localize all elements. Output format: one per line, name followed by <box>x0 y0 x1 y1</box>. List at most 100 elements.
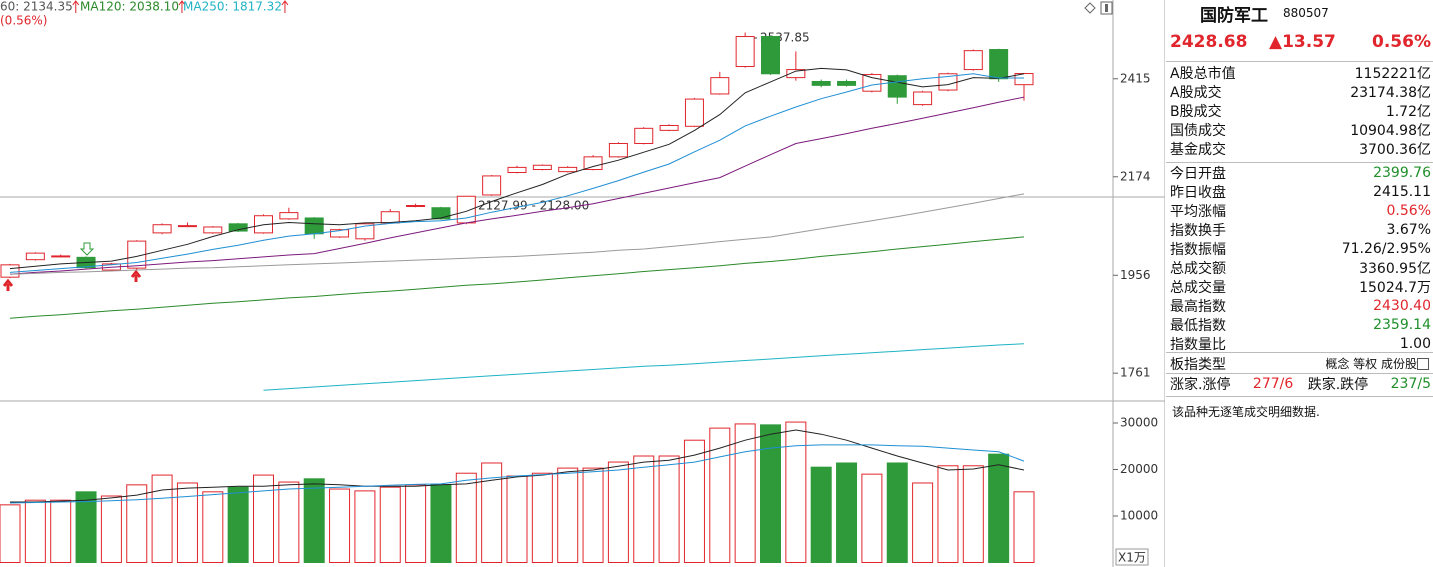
quote-label: 最低指数 <box>1170 317 1226 334</box>
candle-body <box>659 124 679 131</box>
volume-bar <box>151 474 173 564</box>
toolbar-icon[interactable] <box>1084 2 1096 14</box>
volume-bar <box>379 486 401 563</box>
quote-value: 2359.14 <box>1373 316 1431 333</box>
note: 该品种无逐笔成交明细数据. <box>1172 405 1320 419</box>
quote-value: 1152221亿 <box>1354 65 1431 82</box>
candle-body <box>989 49 1009 80</box>
toolbar-icon <box>1105 4 1108 12</box>
ma-line <box>9 193 1025 275</box>
quote-label: 国债成交 <box>1170 122 1226 139</box>
y-tick-label: 2174 <box>1120 169 1151 183</box>
candle-body <box>355 223 375 240</box>
change-pct: 0.56% <box>1372 32 1431 52</box>
quote-value: 2415.11 <box>1373 183 1431 200</box>
volume-bar <box>455 472 477 563</box>
unit-box <box>1115 548 1149 566</box>
y-tick-label: 1956 <box>1120 268 1151 282</box>
quote-panel: 国防军工 880507 2428.68 ▲13.57 0.56% A股总市值 1152221… <box>1166 0 1433 567</box>
quote-label: 总成交量 <box>1170 279 1226 296</box>
quote-row: 基金成交 3700.36亿 <box>1170 139 1431 158</box>
volume-bar <box>354 490 376 563</box>
breadth-label: 跌家.跌停 <box>1307 376 1369 393</box>
quote-label: 指数换手 <box>1170 222 1226 239</box>
volume-bar <box>962 465 984 564</box>
candle-body <box>583 156 603 171</box>
volume-bar <box>734 423 756 563</box>
candle-body <box>608 143 628 158</box>
separator <box>1166 373 1433 374</box>
quote-row: 总成交量 15024.7万 <box>1170 277 1431 296</box>
volume-bar <box>810 466 832 563</box>
volume-bar <box>0 504 21 564</box>
y-tick-label: 1761 <box>1120 366 1151 380</box>
index-name: 国防军工 <box>1200 6 1268 26</box>
separator <box>1166 396 1433 397</box>
candle-body <box>482 175 502 196</box>
volume-bar <box>227 486 249 563</box>
ma-line <box>9 236 1025 319</box>
volume-bar <box>658 455 680 563</box>
quote-row: 今日开盘 2399.76 <box>1170 163 1431 182</box>
candle-body <box>507 166 527 173</box>
ma-line <box>9 67 1025 270</box>
breadth-value: 237/5 <box>1390 375 1431 392</box>
breadth-label: 涨家.涨停 <box>1170 376 1231 393</box>
candle-body <box>710 77 730 95</box>
volume-bar <box>886 462 908 563</box>
quote-value: 23174.38亿 <box>1350 84 1431 101</box>
quote-label: 平均涨幅 <box>1170 203 1226 220</box>
y-tick-label: 30000 <box>1120 415 1158 429</box>
quote-row: 指数振幅 71.26/2.95% <box>1170 239 1431 258</box>
quote-row: A股总市值 1152221亿 <box>1170 63 1431 82</box>
quote-value: 10904.98亿 <box>1350 122 1431 139</box>
volume-bar <box>912 482 934 564</box>
volume-bar <box>50 499 72 564</box>
quote-row: 总成交额 3360.95亿 <box>1170 258 1431 277</box>
breadth-value: 277/6 <box>1252 375 1294 392</box>
candle-body <box>811 80 831 86</box>
quote-label: 指数振幅 <box>1170 241 1226 258</box>
volume-bar <box>100 495 122 564</box>
candle-body <box>761 36 780 75</box>
quote-value: 3360.95亿 <box>1359 260 1431 277</box>
quote-row: B股成交 1.72亿 <box>1170 101 1431 120</box>
candle-body <box>786 69 806 79</box>
quote-row: A股成交 23174.38亿 <box>1170 82 1431 101</box>
toolbar-icon[interactable] <box>1100 1 1113 15</box>
volume-bar <box>303 478 325 563</box>
candle-body <box>558 166 578 173</box>
candle-body <box>330 229 350 238</box>
ma-line <box>263 343 1025 391</box>
quote-label: 板指类型 <box>1170 356 1226 373</box>
legend-entry: MA250: 1817.32 <box>183 0 282 14</box>
volume-bar <box>24 499 46 564</box>
quote-row: 国债成交 10904.98亿 <box>1170 120 1431 139</box>
candle-body <box>684 98 704 127</box>
icon <box>1417 358 1429 370</box>
quote-value: 1.72亿 <box>1385 103 1431 120</box>
change-label: (0.56%) <box>0 14 47 28</box>
volume-bar <box>506 475 528 564</box>
quote-value: 71.26/2.95% <box>1341 240 1431 257</box>
signal-arrow <box>130 269 142 282</box>
candle-body <box>735 36 755 68</box>
volume-bar <box>785 421 807 564</box>
candle-body <box>913 91 933 106</box>
volume-bar <box>582 467 604 564</box>
quote-value: 15024.7万 <box>1359 279 1431 296</box>
volume-bar <box>202 491 224 563</box>
candle-body <box>152 224 172 234</box>
quote-row: 指数换手 3.67% <box>1170 220 1431 239</box>
separator <box>1166 352 1433 353</box>
volume-bar <box>278 481 300 564</box>
legend-entry: 60: 2134.35 <box>0 0 73 14</box>
signal-arrow <box>2 278 14 291</box>
candle-body <box>0 264 20 278</box>
ma-line <box>9 73 1024 273</box>
quote-row: 平均涨幅 0.56% <box>1170 201 1431 220</box>
candle-body <box>177 225 197 228</box>
volume-bar <box>633 455 655 563</box>
unit-label: X1万 <box>1118 551 1146 565</box>
